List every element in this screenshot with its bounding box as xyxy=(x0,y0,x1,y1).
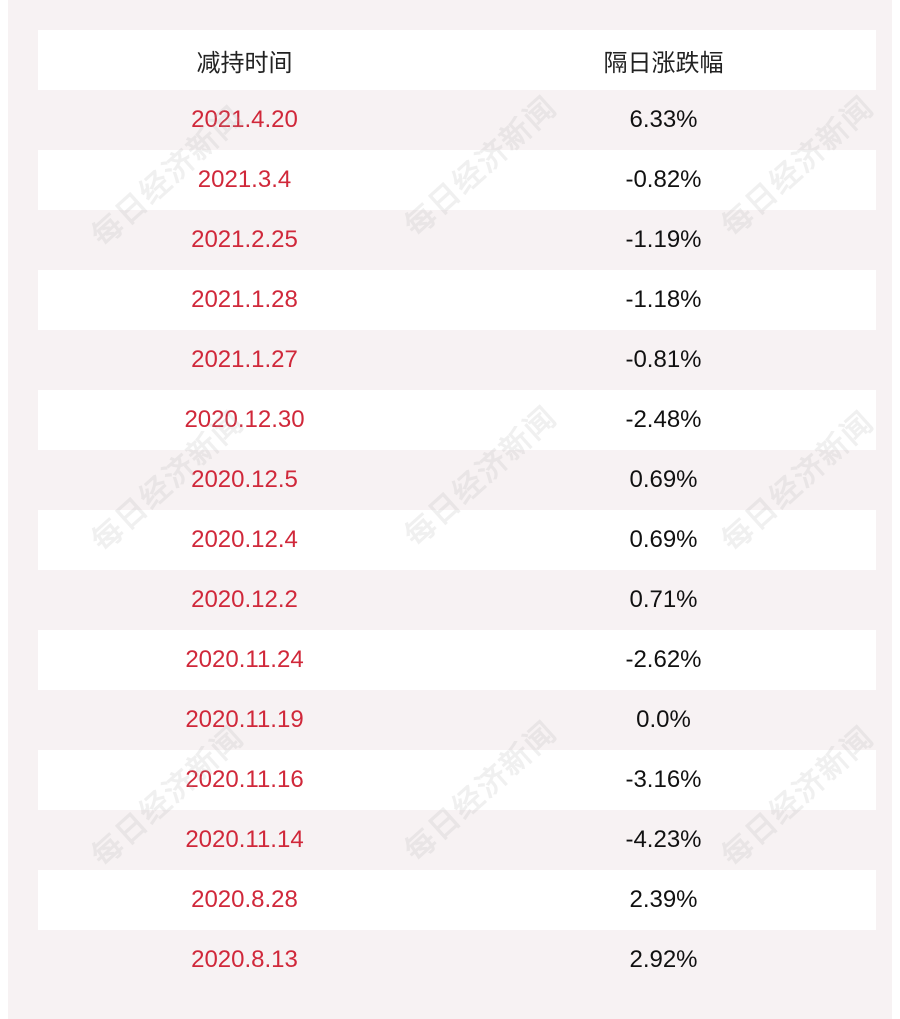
sell-date-cell: 2020.12.5 xyxy=(191,466,298,493)
sell-date-cell: 2020.11.16 xyxy=(185,766,304,793)
header-sell-time: 减持时间 xyxy=(196,49,293,77)
next-day-change-cell: 0.69% xyxy=(629,526,698,553)
table-row: 2020.12.4 0.69% xyxy=(38,510,876,570)
table-row: 2020.12.30 -2.48% xyxy=(38,390,876,450)
sell-date-cell: 2021.3.4 xyxy=(197,166,292,193)
table-row: 2020.11.14 -4.23% xyxy=(38,810,876,870)
next-day-change-cell: 0.0% xyxy=(636,706,691,733)
sell-date-cell: 2020.11.19 xyxy=(185,706,304,733)
sell-date-cell: 2021.2.25 xyxy=(191,226,298,253)
next-day-change-cell: -1.19% xyxy=(625,226,702,253)
sell-date-cell: 2021.1.27 xyxy=(191,346,298,373)
next-day-change-cell: 0.69% xyxy=(629,466,698,493)
sell-date-cell: 2021.4.20 xyxy=(191,106,298,133)
sell-date-cell: 2020.12.4 xyxy=(191,526,298,553)
next-day-change-cell: -4.23% xyxy=(625,826,702,853)
table-row: 2020.11.19 0.0% xyxy=(38,690,876,750)
table-row: 2021.1.27 -0.81% xyxy=(38,330,876,390)
sell-date-cell: 2020.12.2 xyxy=(191,586,298,613)
next-day-change-cell: 0.71% xyxy=(629,586,698,613)
table-row: 2021.3.4 -0.82% xyxy=(38,150,876,210)
next-day-change-cell: 6.33% xyxy=(629,106,698,133)
table-header-row: 减持时间 隔日涨跌幅 xyxy=(38,30,876,90)
sell-date-cell: 2020.11.24 xyxy=(185,646,304,673)
table-row: 2020.12.2 0.71% xyxy=(38,570,876,630)
table-row: 2020.11.16 -3.16% xyxy=(38,750,876,810)
sell-date-cell: 2020.8.13 xyxy=(191,946,298,973)
sell-down-table: 减持时间 隔日涨跌幅 2021.4.20 6.33% 2021.3.4 -0.82% 2… xyxy=(38,30,876,990)
sell-date-cell: 2021.1.28 xyxy=(191,286,298,313)
next-day-change-cell: -0.81% xyxy=(625,346,702,373)
next-day-change-cell: -3.16% xyxy=(625,766,702,793)
next-day-change-cell: -0.82% xyxy=(625,166,702,193)
sell-date-cell: 2020.11.14 xyxy=(185,826,304,853)
table-row: 2021.2.25 -1.19% xyxy=(38,210,876,270)
table-row: 2021.1.28 -1.18% xyxy=(38,270,876,330)
table-row: 2020.8.28 2.39% xyxy=(38,870,876,930)
next-day-change-cell: -2.48% xyxy=(625,406,702,433)
next-day-change-cell: -2.62% xyxy=(625,646,702,673)
next-day-change-cell: 2.39% xyxy=(629,886,698,913)
sell-date-cell: 2020.8.28 xyxy=(191,886,298,913)
sell-date-cell: 2020.12.30 xyxy=(184,406,305,433)
table-row: 2020.8.13 2.92% xyxy=(38,930,876,990)
next-day-change-cell: -1.18% xyxy=(625,286,702,313)
table-row: 2020.11.24 -2.62% xyxy=(38,630,876,690)
next-day-change-cell: 2.92% xyxy=(629,946,698,973)
header-next-day-change: 隔日涨跌幅 xyxy=(603,49,724,77)
table-row: 2020.12.5 0.69% xyxy=(38,450,876,510)
table-row: 2021.4.20 6.33% xyxy=(38,90,876,150)
